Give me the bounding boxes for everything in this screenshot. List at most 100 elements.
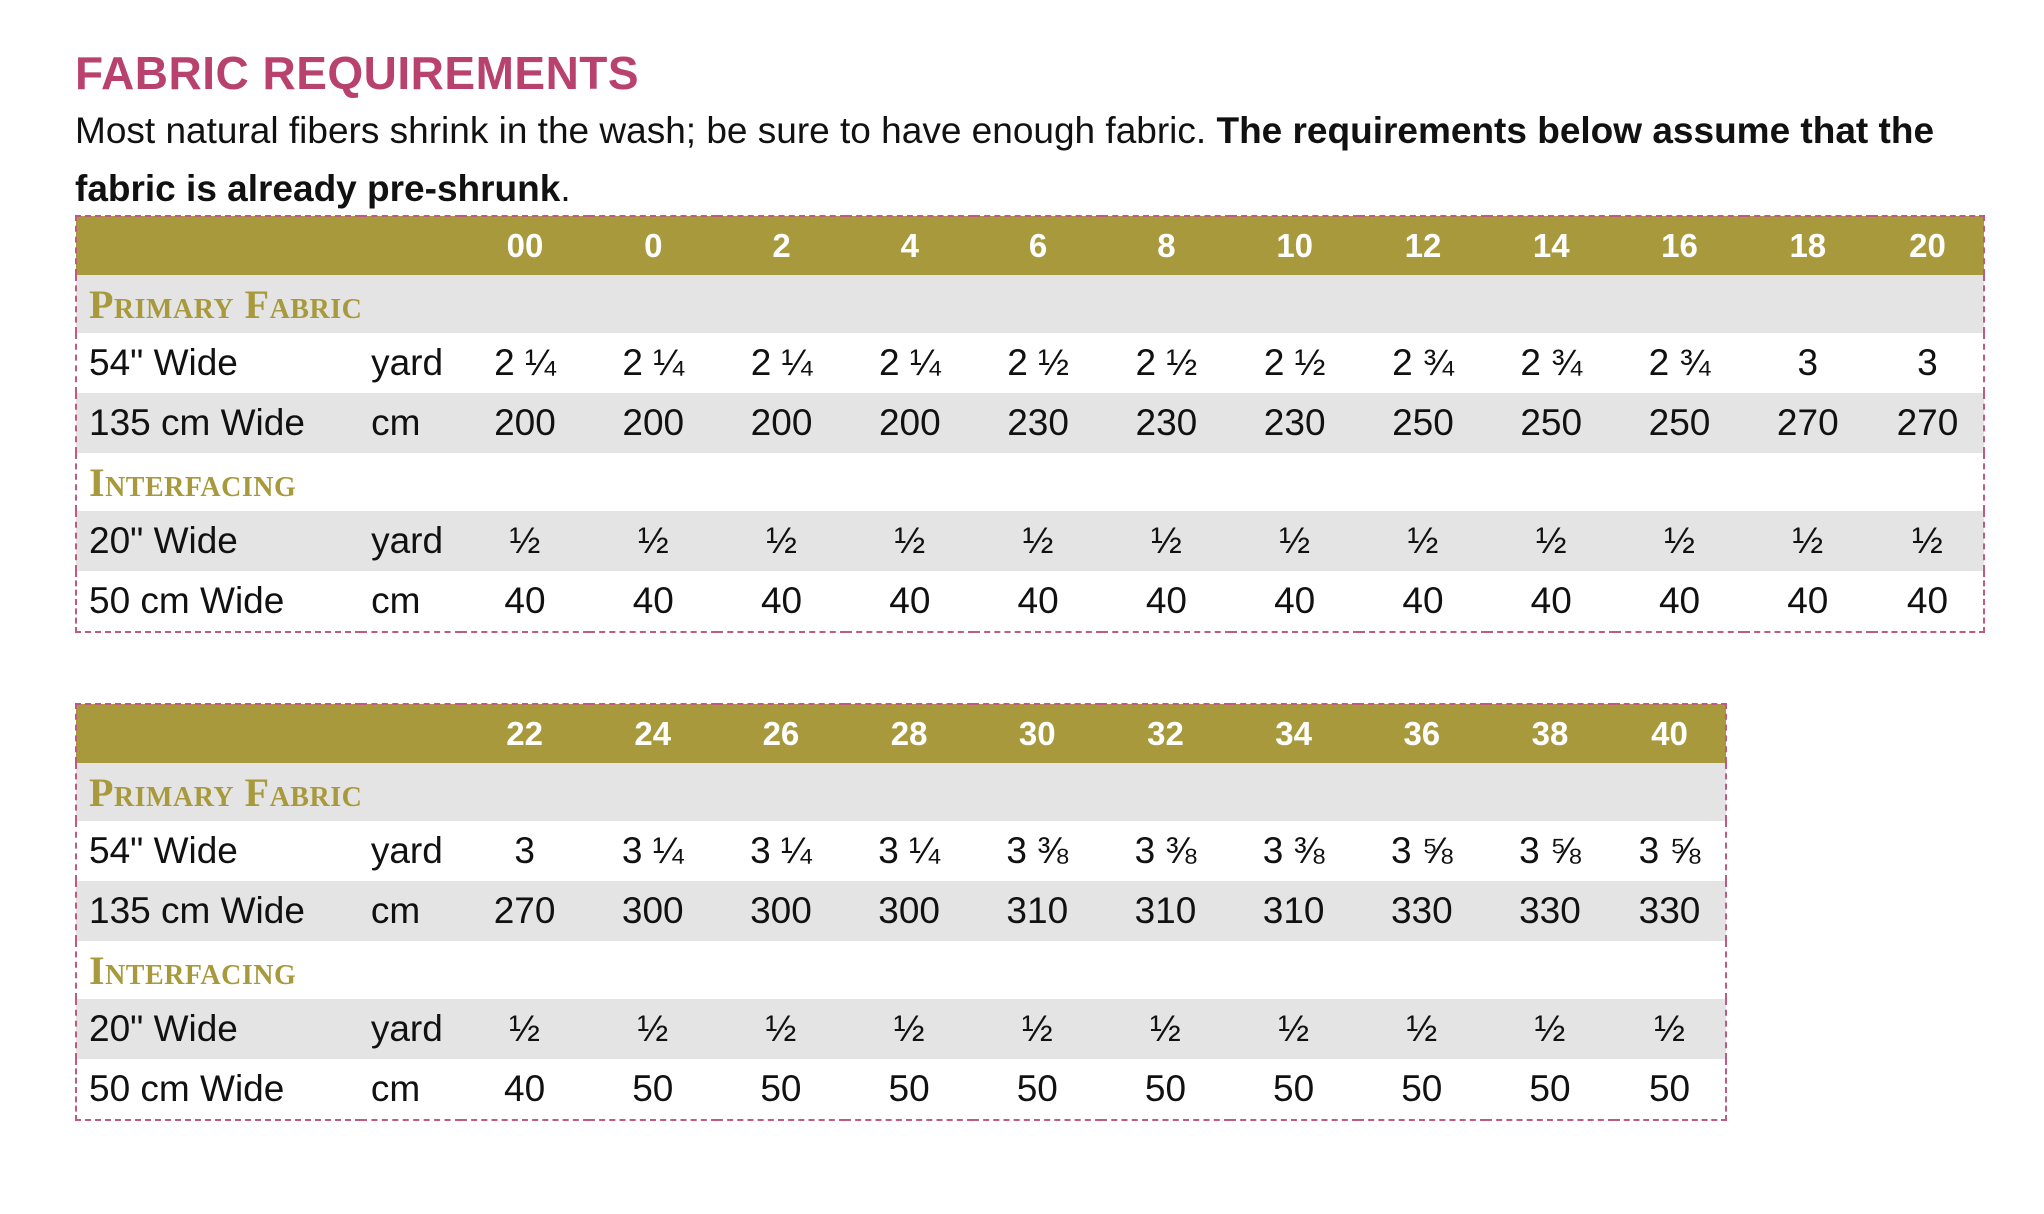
- value-cell: 40: [1102, 571, 1231, 632]
- row-label: 50 cm Wide: [76, 571, 362, 632]
- value-cell: 200: [717, 393, 846, 453]
- value-cell: ½: [1485, 999, 1615, 1059]
- value-cell: ½: [1357, 999, 1486, 1059]
- value-cell: 270: [1743, 393, 1872, 453]
- header-blank: [76, 704, 361, 763]
- row-label: 20" Wide: [76, 511, 362, 571]
- value-cell: 2 ½: [973, 333, 1103, 393]
- size-header-cell: 40: [1614, 704, 1726, 763]
- value-cell: 3: [460, 821, 589, 881]
- size-header-cell: 00: [460, 216, 590, 275]
- value-cell: 3 ¼: [716, 821, 846, 881]
- table-row: 50 cm Wide cm 40 40 40 40 40 40 40 40 40 40 40 40: [76, 571, 1984, 632]
- row-unit: cm: [361, 571, 461, 632]
- value-cell: 310: [1101, 881, 1230, 941]
- value-cell: 330: [1357, 881, 1486, 941]
- value-cell: 310: [1229, 881, 1358, 941]
- value-cell: 300: [588, 881, 717, 941]
- value-cell: ½: [845, 999, 974, 1059]
- value-cell: 3 ⅝: [1357, 821, 1486, 881]
- value-cell: ½: [588, 999, 717, 1059]
- size-header-row: 22 24 26 28 30 32 34 36 38 40: [76, 704, 1726, 763]
- table-row: 20" Wide yard ½ ½ ½ ½ ½ ½ ½ ½ ½ ½ ½ ½: [76, 511, 1984, 571]
- value-cell: ½: [1871, 511, 1984, 571]
- value-cell: ½: [716, 999, 846, 1059]
- table-row: 135 cm Wide cm 270 300 300 300 310 310 310 330 330…: [76, 881, 1726, 941]
- value-cell: 50: [845, 1059, 974, 1120]
- value-cell: ½: [1743, 511, 1872, 571]
- value-cell: 270: [460, 881, 589, 941]
- section-heading-row: Primary Fabric: [76, 275, 1984, 333]
- value-cell: 40: [460, 571, 590, 632]
- value-cell: ½: [460, 511, 590, 571]
- size-header-cell: 24: [588, 704, 717, 763]
- row-label: 135 cm Wide: [76, 881, 361, 941]
- value-cell: ½: [973, 999, 1102, 1059]
- row-unit: yard: [361, 511, 461, 571]
- value-cell: 40: [1358, 571, 1488, 632]
- size-header-cell: 12: [1358, 216, 1488, 275]
- value-cell: ½: [1102, 511, 1231, 571]
- value-cell: 250: [1615, 393, 1744, 453]
- value-cell: 2 ¾: [1487, 333, 1616, 393]
- size-header-cell: 4: [845, 216, 974, 275]
- value-cell: 2 ¼: [460, 333, 590, 393]
- value-cell: 250: [1487, 393, 1616, 453]
- value-cell: 40: [973, 571, 1103, 632]
- row-label: 54" Wide: [76, 333, 362, 393]
- value-cell: 300: [716, 881, 846, 941]
- value-cell: ½: [1358, 511, 1488, 571]
- value-cell: 3 ⅜: [1229, 821, 1358, 881]
- value-cell: 2 ½: [1102, 333, 1231, 393]
- table-row: 20" Wide yard ½ ½ ½ ½ ½ ½ ½ ½ ½ ½: [76, 999, 1726, 1059]
- size-header-cell: 20: [1871, 216, 1984, 275]
- value-cell: ½: [460, 999, 589, 1059]
- value-cell: 40: [717, 571, 846, 632]
- section-heading-row: Interfacing: [76, 453, 1984, 511]
- value-cell: ½: [1487, 511, 1616, 571]
- value-cell: 40: [1230, 571, 1359, 632]
- size-header-cell: 34: [1229, 704, 1358, 763]
- header-blank: [361, 216, 461, 275]
- value-cell: 50: [1101, 1059, 1230, 1120]
- value-cell: ½: [1101, 999, 1230, 1059]
- value-cell: 50: [1357, 1059, 1486, 1120]
- row-unit: cm: [360, 1059, 461, 1120]
- value-cell: 230: [1102, 393, 1231, 453]
- value-cell: 330: [1614, 881, 1726, 941]
- value-cell: 40: [1871, 571, 1984, 632]
- value-cell: 3 ⅝: [1614, 821, 1726, 881]
- table-row: 135 cm Wide cm 200 200 200 200 230 230 230 250 250…: [76, 393, 1984, 453]
- value-cell: 40: [1743, 571, 1872, 632]
- size-header-cell: 18: [1743, 216, 1872, 275]
- value-cell: 40: [1615, 571, 1744, 632]
- row-unit: yard: [360, 821, 461, 881]
- value-cell: 3 ⅜: [973, 821, 1102, 881]
- value-cell: 2 ¼: [845, 333, 974, 393]
- value-cell: 2 ¼: [589, 333, 718, 393]
- size-header-cell: 36: [1357, 704, 1486, 763]
- section-heading: Interfacing: [76, 941, 1726, 999]
- size-header-cell: 30: [973, 704, 1102, 763]
- value-cell: 3 ¼: [845, 821, 974, 881]
- value-cell: 300: [845, 881, 974, 941]
- size-header-cell: 2: [717, 216, 846, 275]
- section-heading: Primary Fabric: [76, 275, 1984, 333]
- section-heading-row: Primary Fabric: [76, 763, 1726, 821]
- value-cell: 40: [845, 571, 974, 632]
- value-cell: 250: [1358, 393, 1488, 453]
- intro-paragraph: Most natural fibers shrink in the wash; …: [75, 102, 1995, 218]
- row-unit: cm: [360, 881, 461, 941]
- value-cell: 3 ⅜: [1101, 821, 1230, 881]
- value-cell: 2 ¾: [1358, 333, 1488, 393]
- value-cell: ½: [717, 511, 846, 571]
- value-cell: 230: [1230, 393, 1359, 453]
- value-cell: 3: [1743, 333, 1872, 393]
- value-cell: ½: [589, 511, 718, 571]
- value-cell: ½: [1615, 511, 1744, 571]
- value-cell: 200: [589, 393, 718, 453]
- intro-period: .: [560, 168, 571, 209]
- size-header-cell: 28: [845, 704, 974, 763]
- value-cell: 40: [589, 571, 718, 632]
